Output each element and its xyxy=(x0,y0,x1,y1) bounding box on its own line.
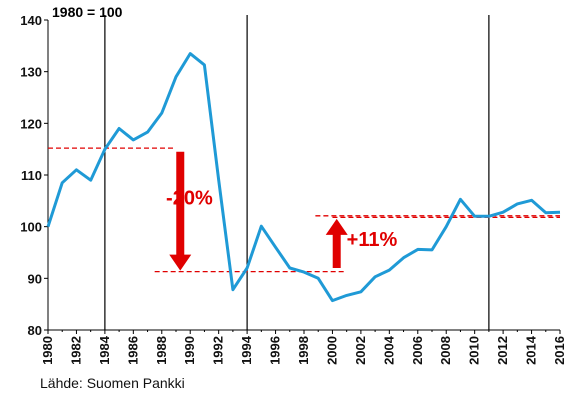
x-tick-label: 1998 xyxy=(296,336,311,365)
x-tick-label: 2012 xyxy=(495,336,510,365)
chart-axes xyxy=(44,19,561,334)
x-tick-label: 2000 xyxy=(324,336,339,365)
x-tick-label: 1992 xyxy=(211,336,226,365)
tick-labels: 80 90 100 110 120 130 140 1980 1982 1984 1986 1988 1… xyxy=(20,13,567,365)
y-tick-label: 130 xyxy=(20,65,42,80)
x-tick-label: 2016 xyxy=(552,336,567,365)
x-tick-label: 2014 xyxy=(524,335,539,365)
x-tick-label: 1980 xyxy=(40,336,55,365)
x-tick-label: 2008 xyxy=(438,336,453,365)
y-tick-label: 110 xyxy=(21,168,42,183)
annotation-arrows xyxy=(169,151,348,271)
y-tick-label: 80 xyxy=(28,323,42,338)
x-tick-label: 1986 xyxy=(125,336,140,365)
x-tick-label: 2002 xyxy=(353,336,368,365)
y-tick-label: 140 xyxy=(20,13,42,28)
x-tick-label: 1988 xyxy=(154,336,169,365)
x-tick-label: 2004 xyxy=(381,335,396,365)
index-base-label: 1980 = 100 xyxy=(52,4,123,20)
x-tick-label: 1990 xyxy=(182,336,197,365)
series-line xyxy=(46,52,561,303)
x-tick-label: 1984 xyxy=(97,335,112,365)
x-tick-label: 2010 xyxy=(467,336,482,365)
y-tick-label: 100 xyxy=(20,220,42,235)
source-note: Lähde: Suomen Pankki xyxy=(40,375,185,391)
y-tick-label: 120 xyxy=(20,116,42,131)
arrow-up-icon xyxy=(325,218,348,268)
arrow-down-icon xyxy=(169,151,192,271)
annotation-increase: +11% xyxy=(347,229,398,251)
x-tick-label: 2006 xyxy=(410,336,425,365)
x-tick-label: 1996 xyxy=(268,336,283,365)
annotation-decrease: -20% xyxy=(166,187,213,209)
series-lines xyxy=(46,52,561,303)
x-tick-label: 1982 xyxy=(68,336,83,365)
reference-lines xyxy=(48,147,560,273)
y-tick-label: 90 xyxy=(28,271,42,286)
x-tick-label: 1994 xyxy=(239,335,254,365)
vertical-markers xyxy=(104,15,490,330)
